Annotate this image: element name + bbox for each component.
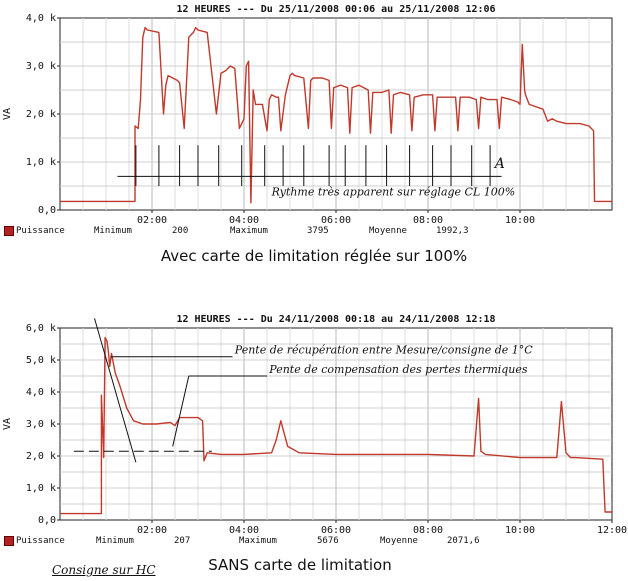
stat-min-label: Minimum [94,226,132,236]
legend-label: Puissance [16,536,65,546]
x-tick-label: 06:00 [321,525,351,536]
x-tick-label: 08:00 [413,215,443,226]
x-tick-label: 10:00 [505,215,535,226]
y-tick-label: 0,0 [38,515,56,526]
y-tick-label: 1,0 k [26,157,56,168]
y-tick-label: 3,0 k [26,61,56,72]
chart-title: 12 HEURES --- Du 25/11/2008 00:06 au 25/… [176,4,495,15]
stat-max-label: Maximum [239,536,277,546]
annotation-slope-line [94,318,137,463]
y-tick-label: 4,0 k [26,13,56,24]
y-tick-label: 6,0 k [26,323,56,334]
chart-top-svg: 12 HEURES --- Du 25/11/2008 00:06 au 25/… [2,4,613,226]
stat-max-value: 3795 [307,226,329,236]
chart-top: 12 HEURES --- Du 25/11/2008 00:06 au 25/… [0,0,628,240]
y-tick-label: 2,0 k [26,109,56,120]
y-tick-label: 4,0 k [26,387,56,398]
annotation-consigne-hc: Consigne sur HC [52,563,156,577]
chart-title: 12 HEURES --- Du 24/11/2008 00:18 au 24/… [176,314,495,325]
y-tick-label: 5,0 k [26,355,56,366]
stat-avg-label: Moyenne [369,226,407,236]
y-tick-label: 3,0 k [26,419,56,430]
stat-max-value: 5676 [317,536,339,546]
annotation-marker-a: A [493,156,505,172]
annotation-note-recuperation: Pente de récupération entre Mesure/consi… [234,344,533,357]
y-tick-label: 2,0 k [26,451,56,462]
x-tick-label: 10:00 [505,525,535,536]
legend-swatch [4,536,14,547]
stat-avg-label: Moyenne [380,536,418,546]
stat-min-value: 200 [172,226,189,236]
legend-swatch [4,226,14,237]
stat-avg-value: 2071,6 [447,536,480,546]
x-tick-label: 04:00 [229,215,259,226]
y-axis-label: VA [2,418,13,430]
annotation-note-rythme: Rythme très apparent sur réglage CL 100% [271,186,516,199]
stat-min-label: Minimum [96,536,134,546]
x-tick-label: 02:00 [137,215,167,226]
series-line-puissance [60,26,612,204]
chart-bottom: 12 HEURES --- Du 24/11/2008 00:18 au 24/… [0,310,628,550]
stat-min-value: 207 [174,536,191,546]
y-tick-label: 0,0 [38,205,56,216]
y-axis-label: VA [2,108,13,120]
series-line-puissance [60,336,612,515]
annotation-note-compensation: Pente de compensation des pertes thermiq… [268,363,528,376]
x-tick-label: 04:00 [229,525,259,536]
annotation-arrow-2b [172,375,190,447]
caption-top: Avec carte de limitation réglée sur 100% [160,247,468,265]
x-tick-label: 02:00 [137,525,167,536]
legend-label: Puissance [16,226,65,236]
y-tick-label: 1,0 k [26,483,56,494]
chart-bottom-svg: 12 HEURES --- Du 24/11/2008 00:18 au 24/… [2,314,627,536]
stat-max-label: Maximum [230,226,268,236]
x-tick-label: 06:00 [321,215,351,226]
stat-avg-value: 1992,3 [436,226,469,236]
caption-bottom: SANS carte de limitation [208,556,392,574]
x-tick-label: 12:00 [597,525,627,536]
x-tick-label: 08:00 [413,525,443,536]
